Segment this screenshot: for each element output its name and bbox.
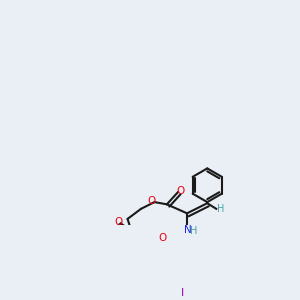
Text: O: O [158, 233, 166, 243]
Text: N: N [184, 225, 192, 235]
Text: O: O [147, 196, 155, 206]
Text: H: H [190, 226, 197, 236]
Text: H: H [217, 204, 224, 214]
Text: I: I [181, 288, 184, 298]
Text: O: O [114, 217, 122, 226]
Text: O: O [177, 186, 185, 196]
